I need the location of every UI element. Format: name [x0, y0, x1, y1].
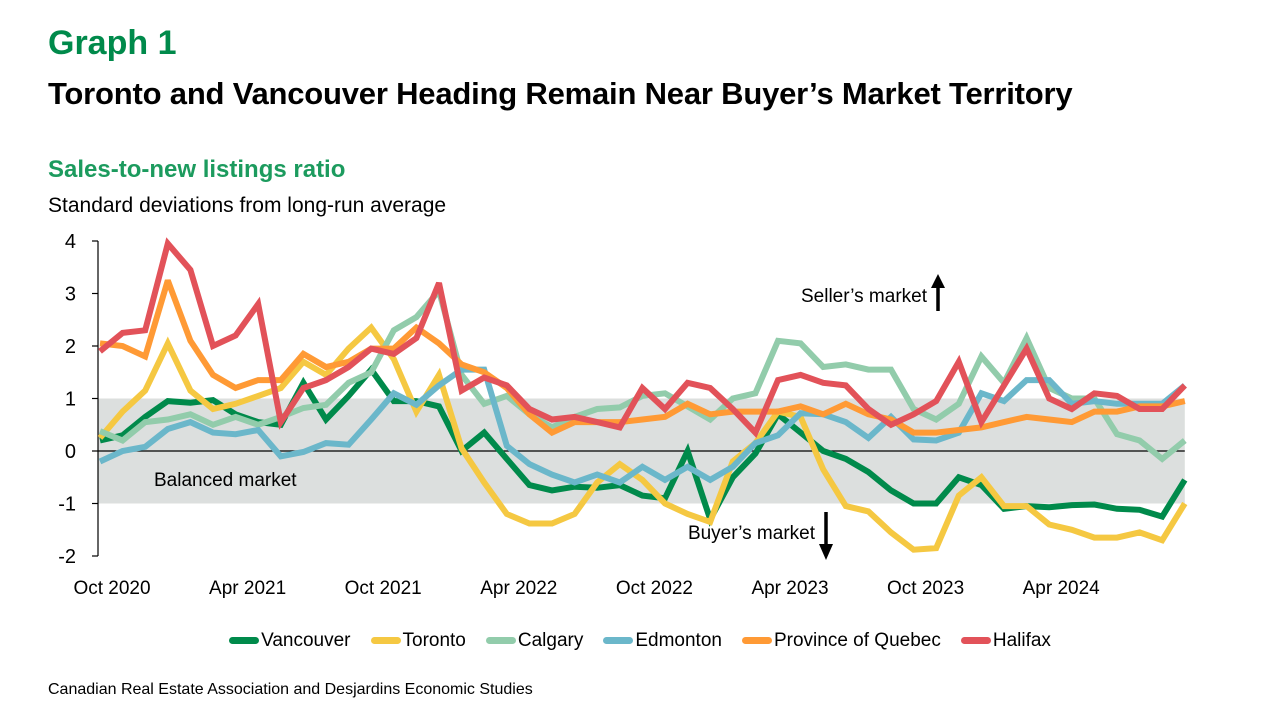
chart-legend: Vancouver Toronto Calgary Edmonton Province … — [0, 630, 1280, 652]
x-tick-label: Oct 2023 — [887, 578, 964, 599]
legend-label: Vancouver — [261, 630, 351, 651]
series-line-edmonton — [98, 366, 1187, 486]
chart-title: Sales-to-new listings ratio — [48, 156, 346, 183]
series-halifax — [98, 237, 1187, 438]
arrow-up-icon — [931, 274, 945, 311]
legend-label: Calgary — [517, 630, 584, 651]
y-tick-label: -1 — [58, 494, 76, 516]
legend-label: Halifax — [992, 630, 1051, 651]
x-tick-label: Oct 2020 — [73, 578, 150, 599]
legend-item-halifax: Halifax — [960, 630, 1051, 652]
balanced-market-label: Balanced market — [154, 470, 297, 491]
chart-subtitle: Standard deviations from long-run averag… — [48, 194, 447, 217]
legend-item-toronto: Toronto — [370, 630, 466, 652]
graph-number: Graph 1 — [48, 24, 177, 62]
legend-item-calgary: Calgary — [485, 630, 584, 652]
line-chart: 4 3 2 1 0 -1 -2 Oct 2020 Apr 2021 Oct 2021 Apr 202… — [58, 231, 1188, 599]
legend-swatch — [370, 637, 401, 645]
sellers-market-label: Seller’s market — [801, 286, 928, 307]
y-tick-label: 3 — [65, 284, 76, 306]
series-province-of-quebec — [99, 279, 1186, 437]
y-tick-label: 0 — [65, 441, 76, 463]
arrow-down-head — [819, 544, 833, 560]
series-toronto — [97, 323, 1188, 553]
series-line-toronto — [97, 323, 1188, 553]
y-tick-label: 4 — [65, 231, 76, 253]
y-tick-label: 2 — [65, 336, 76, 358]
x-tick-label: Apr 2024 — [1023, 578, 1101, 599]
source-note: Canadian Real Estate Association and Des… — [48, 681, 533, 698]
y-tick-label: -2 — [58, 546, 76, 568]
legend-item-vancouver: Vancouver — [229, 630, 351, 652]
page-title: Toronto and Vancouver Heading Remain Nea… — [48, 76, 1073, 111]
x-tick-label: Oct 2021 — [345, 578, 422, 599]
legend-swatch — [603, 637, 634, 645]
x-tick-label: Oct 2022 — [616, 578, 693, 599]
series-line-halifax — [98, 237, 1187, 438]
legend-label: Edmonton — [635, 630, 722, 651]
arrow-down-icon — [819, 512, 833, 560]
legend-label: Province of Quebec — [773, 630, 941, 651]
series-line-province-of-quebec — [99, 279, 1186, 437]
legend-item-province-of-quebec: Province of Quebec — [741, 630, 941, 652]
legend-item-edmonton: Edmonton — [603, 630, 722, 652]
legend-swatch — [229, 637, 260, 645]
x-tick-label: Apr 2023 — [751, 578, 828, 599]
series-edmonton — [98, 366, 1187, 486]
buyers-market-label: Buyer’s market — [688, 523, 816, 544]
y-tick-label: 1 — [65, 389, 76, 411]
legend-swatch — [485, 637, 516, 645]
legend-swatch — [960, 637, 991, 645]
arrow-up-head — [931, 274, 945, 288]
x-tick-label: Apr 2022 — [480, 578, 557, 599]
legend-label: Toronto — [402, 630, 466, 651]
x-tick-label: Apr 2021 — [209, 578, 286, 599]
legend-swatch — [741, 637, 772, 645]
